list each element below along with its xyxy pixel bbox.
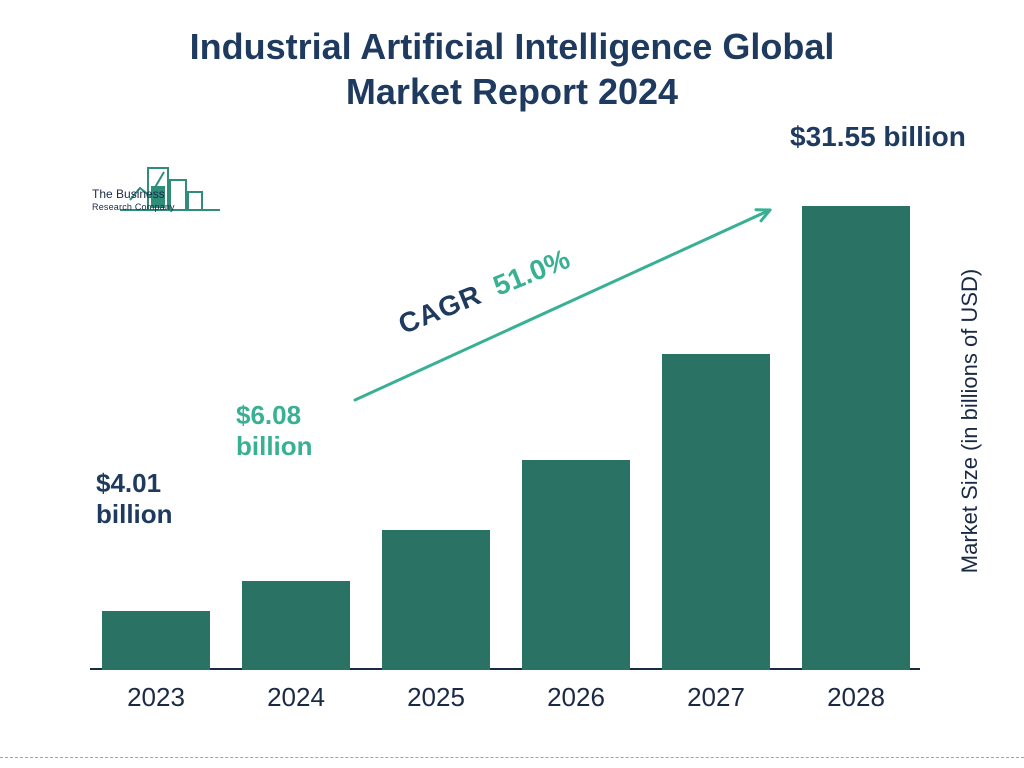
x-axis-tick-label: 2023 [92,682,220,713]
y-axis-label: Market Size (in billions of USD) [957,251,983,591]
footer-divider [0,757,1024,758]
value-callout: $4.01billion [96,468,173,530]
chart-title: Industrial Artificial Intelligence Globa… [0,24,1024,114]
x-axis-line [90,668,920,670]
bar [382,530,490,670]
bar [242,581,350,670]
bar [802,206,910,670]
title-line2: Market Report 2024 [346,71,678,112]
title-line1: Industrial Artificial Intelligence Globa… [190,26,835,67]
value-callout: $31.55 billion [790,120,966,154]
x-axis-tick-label: 2024 [232,682,360,713]
x-axis-tick-label: 2027 [652,682,780,713]
x-axis-tick-label: 2025 [372,682,500,713]
bar [522,460,630,670]
chart-canvas: Industrial Artificial Intelligence Globa… [0,0,1024,768]
value-callout: $6.08billion [236,400,313,462]
trend-arrow-icon [335,190,790,420]
x-axis-tick-label: 2028 [792,682,920,713]
bar [102,611,210,670]
x-axis-tick-label: 2026 [512,682,640,713]
